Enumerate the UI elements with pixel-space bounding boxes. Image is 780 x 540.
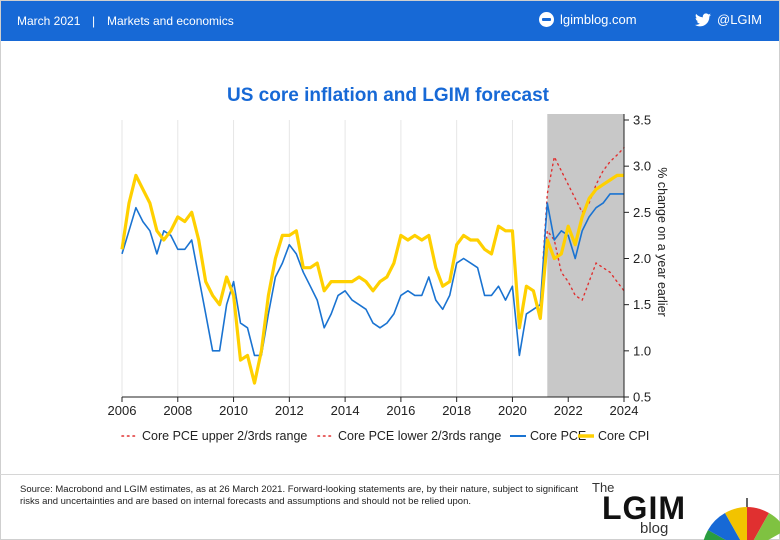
umbrella-segment (747, 507, 769, 540)
chart-legend: Core PCE upper 2/3rds range Core PCE lowe… (121, 429, 649, 443)
logo-lgim: LGIM (602, 490, 686, 526)
x-tick-label: 2014 (331, 403, 360, 418)
publish-date: March 2021 (17, 14, 81, 28)
globe-icon (539, 12, 554, 27)
umbrella-segment (725, 507, 747, 540)
series-line-core-pce-lower-2-3rds-range (542, 228, 625, 302)
y-tick-label: 3.5 (633, 113, 651, 128)
legend-label: Core PCE (530, 429, 586, 443)
source-note: Source: Macrobond and LGIM estimates, as… (20, 484, 579, 507)
x-tick-label: 2022 (554, 403, 583, 418)
x-tick-label: 2018 (442, 403, 471, 418)
series-line-core-pce-upper-2-3rds-range (542, 146, 625, 260)
x-tick-label: 2012 (275, 403, 304, 418)
twitter-link[interactable]: @LGIM (695, 12, 762, 27)
twitter-bird-icon (695, 12, 711, 26)
logo-the: The (592, 480, 615, 495)
series-lines (120, 146, 625, 385)
y-tick-label: 2.0 (633, 251, 651, 266)
x-tick-label: 2010 (219, 403, 248, 418)
x-tick-label: 2016 (386, 403, 415, 418)
legend-label: Core PCE upper 2/3rds range (142, 429, 307, 443)
footer-divider (0, 474, 780, 475)
header-separator: | (92, 14, 96, 28)
legend-label: Core CPI (598, 429, 649, 443)
x-tick-label: 2020 (498, 403, 527, 418)
y-tick-label: 0.5 (633, 390, 651, 405)
x-tick-label: 2024 (610, 403, 639, 418)
section-link[interactable]: Markets and economics (107, 14, 234, 28)
legend-label: Core PCE lower 2/3rds range (338, 429, 501, 443)
twitter-handle: @LGIM (717, 12, 762, 27)
lgim-blog-logo[interactable]: The LGIM blog (590, 478, 780, 540)
umbrella-logo-icon (703, 498, 780, 540)
top-bar: March 2021 | Markets and economics lgimb… (1, 1, 779, 41)
umbrella-segment (703, 530, 726, 540)
umbrella-segment (708, 513, 741, 540)
axes: 2006 2008 2010 2012 2014 2016 2018 2020 2022 2024… (108, 113, 652, 419)
series-line-core-cpi (120, 173, 624, 385)
x-tick-label: 2006 (108, 403, 137, 418)
logo-blog: blog (640, 520, 669, 537)
y-tick-label: 1.0 (633, 343, 651, 358)
x-tick-label: 2008 (163, 403, 192, 418)
y-tick-label: 1.5 (633, 297, 651, 312)
site-link[interactable]: lgimblog.com (539, 12, 637, 27)
y-axis-label: % change on a year earlier (655, 167, 669, 316)
inflation-chart: US core inflation and LGIM forecast 2006… (108, 85, 669, 443)
umbrella-segment (753, 513, 780, 540)
y-tick-label: 2.5 (633, 205, 651, 220)
site-label: lgimblog.com (560, 12, 637, 27)
chart-title: US core inflation and LGIM forecast (227, 85, 550, 106)
y-tick-label: 3.0 (633, 159, 651, 174)
